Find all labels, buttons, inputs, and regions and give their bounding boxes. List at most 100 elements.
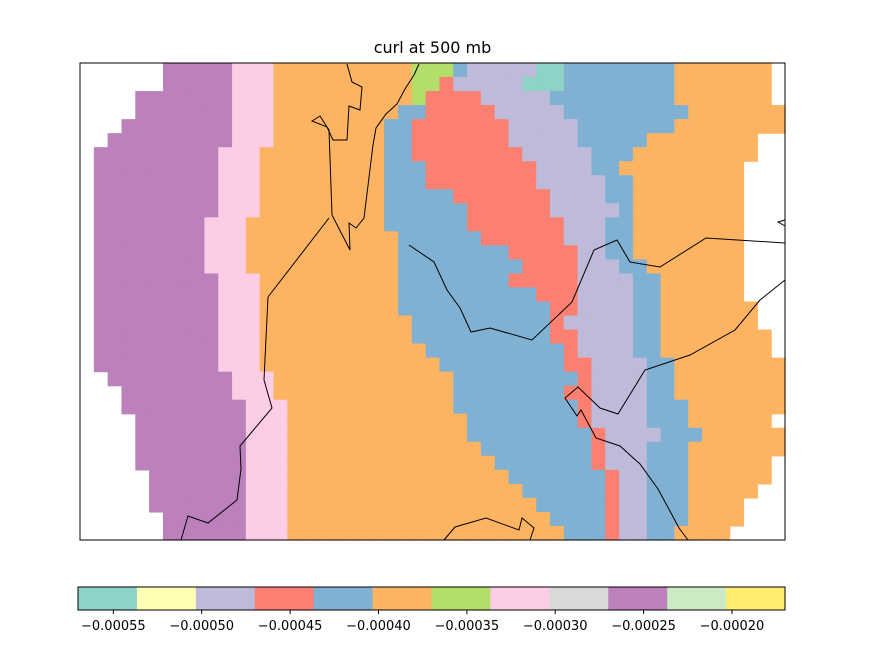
heatmap-cell: [93, 273, 109, 289]
heatmap-cell: [315, 343, 330, 359]
heatmap-cell: [508, 469, 523, 485]
heatmap-cell: [660, 63, 676, 78]
heatmap-cell: [508, 175, 523, 190]
heatmap-cell: [453, 231, 468, 246]
heatmap-cell: [162, 413, 178, 429]
heatmap-cell: [453, 245, 468, 261]
heatmap-cell: [287, 329, 302, 345]
heatmap-cell: [93, 217, 109, 232]
heatmap-cell: [660, 119, 676, 134]
heatmap-cell: [646, 441, 662, 457]
heatmap-cell: [328, 469, 344, 485]
heatmap-cell: [702, 273, 717, 289]
heatmap-cell: [480, 203, 496, 218]
heatmap-cell: [384, 427, 399, 443]
heatmap-cell: [563, 329, 579, 345]
heatmap-cell: [287, 105, 302, 120]
heatmap-cell: [315, 315, 330, 331]
heatmap-cell: [467, 133, 482, 148]
heatmap-cell: [384, 175, 399, 190]
heatmap-cell: [149, 469, 164, 485]
heatmap-cell: [522, 105, 537, 120]
heatmap-cell: [370, 161, 385, 176]
heatmap-cell: [384, 231, 399, 246]
heatmap-cell: [494, 63, 510, 78]
heatmap-cell: [619, 287, 634, 303]
heatmap-cell: [397, 217, 413, 232]
heatmap-cell: [688, 63, 703, 78]
heatmap-cell: [411, 455, 427, 471]
heatmap-cell: [729, 63, 745, 78]
heatmap-cell: [287, 161, 302, 176]
heatmap-cell: [660, 175, 676, 190]
heatmap-cell: [550, 511, 565, 527]
heatmap-cell: [273, 497, 288, 513]
heatmap-cell: [577, 77, 593, 92]
heatmap-cell: [356, 77, 371, 92]
heatmap-cell: [425, 427, 441, 443]
heatmap-cell: [245, 203, 261, 218]
heatmap-cell: [370, 455, 385, 471]
heatmap-cell: [204, 91, 219, 106]
colorbar-block: [254, 587, 315, 610]
heatmap-cell: [273, 301, 288, 317]
heatmap-cell: [480, 105, 496, 120]
heatmap-cell: [632, 455, 648, 471]
heatmap-cell: [218, 217, 233, 232]
heatmap-cell: [702, 371, 717, 387]
heatmap-cell: [550, 427, 565, 443]
heatmap-cell: [135, 315, 150, 331]
heatmap-cell: [190, 217, 206, 232]
heatmap-cell: [480, 315, 496, 331]
heatmap-cell: [301, 301, 316, 317]
heatmap-cell: [729, 161, 745, 176]
heatmap-cell: [729, 511, 745, 527]
heatmap-cell: [439, 441, 454, 457]
heatmap-cell: [259, 245, 275, 261]
heatmap-cell: [356, 343, 371, 359]
heatmap-cell: [384, 315, 399, 331]
heatmap-cell: [536, 371, 551, 387]
heatmap-cell: [232, 469, 247, 485]
heatmap-cell: [342, 63, 358, 78]
heatmap-cell: [494, 329, 510, 345]
heatmap-cell: [688, 301, 703, 317]
heatmap-cell: [702, 91, 717, 106]
heatmap-cell: [660, 77, 676, 92]
heatmap-cell: [439, 147, 454, 162]
heatmap-cell: [550, 483, 565, 499]
heatmap-cell: [439, 497, 454, 513]
heatmap-cell: [328, 343, 344, 359]
heatmap-cell: [577, 133, 593, 148]
heatmap-cell: [245, 189, 261, 204]
heatmap-cell: [688, 483, 703, 499]
heatmap-cell: [660, 469, 676, 485]
heatmap-cell: [688, 119, 703, 134]
heatmap-cell: [135, 119, 150, 134]
heatmap-cell: [356, 469, 371, 485]
heatmap-cell: [536, 399, 551, 415]
heatmap-cell: [397, 357, 413, 373]
heatmap-cell: [384, 371, 399, 387]
heatmap-cell: [632, 497, 648, 513]
heatmap-cell: [563, 105, 579, 120]
heatmap-cell: [467, 259, 482, 275]
heatmap-cell: [259, 231, 275, 246]
heatmap-cell: [356, 245, 371, 261]
heatmap-cell: [453, 105, 468, 120]
heatmap-cell: [480, 63, 496, 78]
heatmap-cell: [315, 483, 330, 499]
heatmap-cell: [232, 77, 247, 92]
heatmap-cell: [757, 371, 772, 387]
heatmap-cell: [397, 455, 413, 471]
heatmap-cell: [245, 343, 261, 359]
heatmap-cell: [550, 259, 565, 275]
heatmap-cell: [301, 259, 316, 275]
heatmap-cell: [328, 315, 344, 331]
heatmap-cell: [536, 63, 551, 78]
heatmap-cell: [190, 231, 206, 246]
heatmap-cell: [688, 441, 703, 457]
heatmap-cell: [646, 469, 662, 485]
heatmap-cell: [259, 357, 275, 373]
heatmap-cell: [245, 399, 261, 415]
